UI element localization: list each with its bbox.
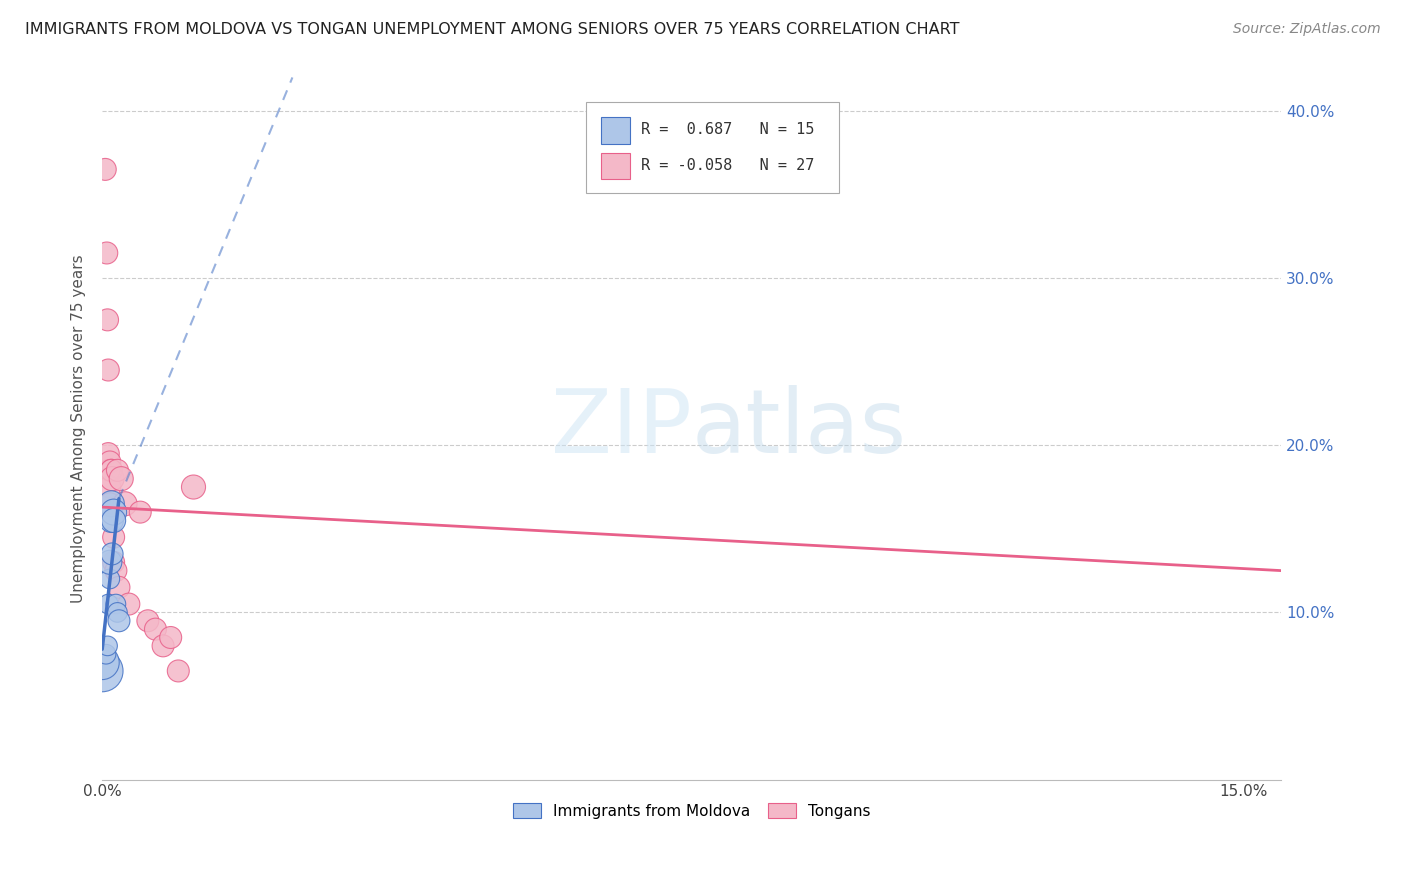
- Point: [108, 614, 131, 628]
- Point: [98, 572, 121, 586]
- Text: Source: ZipAtlas.com: Source: ZipAtlas.com: [1233, 22, 1381, 37]
- Point: [103, 513, 125, 527]
- Point: [100, 497, 122, 511]
- Point: [152, 639, 174, 653]
- Point: [94, 162, 117, 177]
- Point: [103, 555, 125, 569]
- Point: [91, 664, 114, 678]
- Point: [167, 664, 190, 678]
- Point: [96, 313, 118, 327]
- Text: IMMIGRANTS FROM MOLDOVA VS TONGAN UNEMPLOYMENT AMONG SENIORS OVER 75 YEARS CORRE: IMMIGRANTS FROM MOLDOVA VS TONGAN UNEMPL…: [25, 22, 960, 37]
- Point: [98, 555, 121, 569]
- Point: [136, 614, 159, 628]
- Point: [107, 463, 129, 477]
- Point: [97, 363, 120, 377]
- Point: [183, 480, 205, 494]
- Point: [96, 639, 118, 653]
- Point: [145, 622, 167, 636]
- Point: [96, 246, 118, 260]
- Point: [98, 463, 121, 477]
- Point: [94, 647, 117, 661]
- Point: [98, 497, 121, 511]
- Point: [129, 505, 152, 519]
- Point: [107, 606, 129, 620]
- Point: [97, 597, 120, 611]
- Point: [118, 597, 141, 611]
- Y-axis label: Unemployment Among Seniors over 75 years: Unemployment Among Seniors over 75 years: [72, 254, 86, 603]
- Text: ZIP: ZIP: [551, 385, 692, 472]
- Bar: [600, 153, 630, 179]
- Point: [100, 513, 122, 527]
- Point: [159, 631, 181, 645]
- Point: [103, 530, 125, 544]
- FancyBboxPatch shape: [586, 102, 839, 194]
- Point: [101, 547, 124, 561]
- Legend: Immigrants from Moldova, Tongans: Immigrants from Moldova, Tongans: [508, 797, 877, 824]
- Point: [114, 497, 136, 511]
- Point: [91, 656, 114, 670]
- Point: [104, 564, 127, 578]
- Point: [100, 463, 122, 477]
- Bar: [600, 118, 630, 145]
- Point: [101, 472, 124, 486]
- Point: [108, 580, 131, 594]
- Point: [97, 447, 120, 461]
- Point: [98, 480, 121, 494]
- Point: [104, 597, 127, 611]
- Text: atlas: atlas: [692, 385, 907, 472]
- Point: [98, 455, 121, 469]
- Text: R =  0.687   N = 15: R = 0.687 N = 15: [641, 122, 814, 136]
- Point: [110, 472, 132, 486]
- Point: [100, 463, 122, 477]
- Text: R = -0.058   N = 27: R = -0.058 N = 27: [641, 159, 814, 173]
- Point: [103, 505, 125, 519]
